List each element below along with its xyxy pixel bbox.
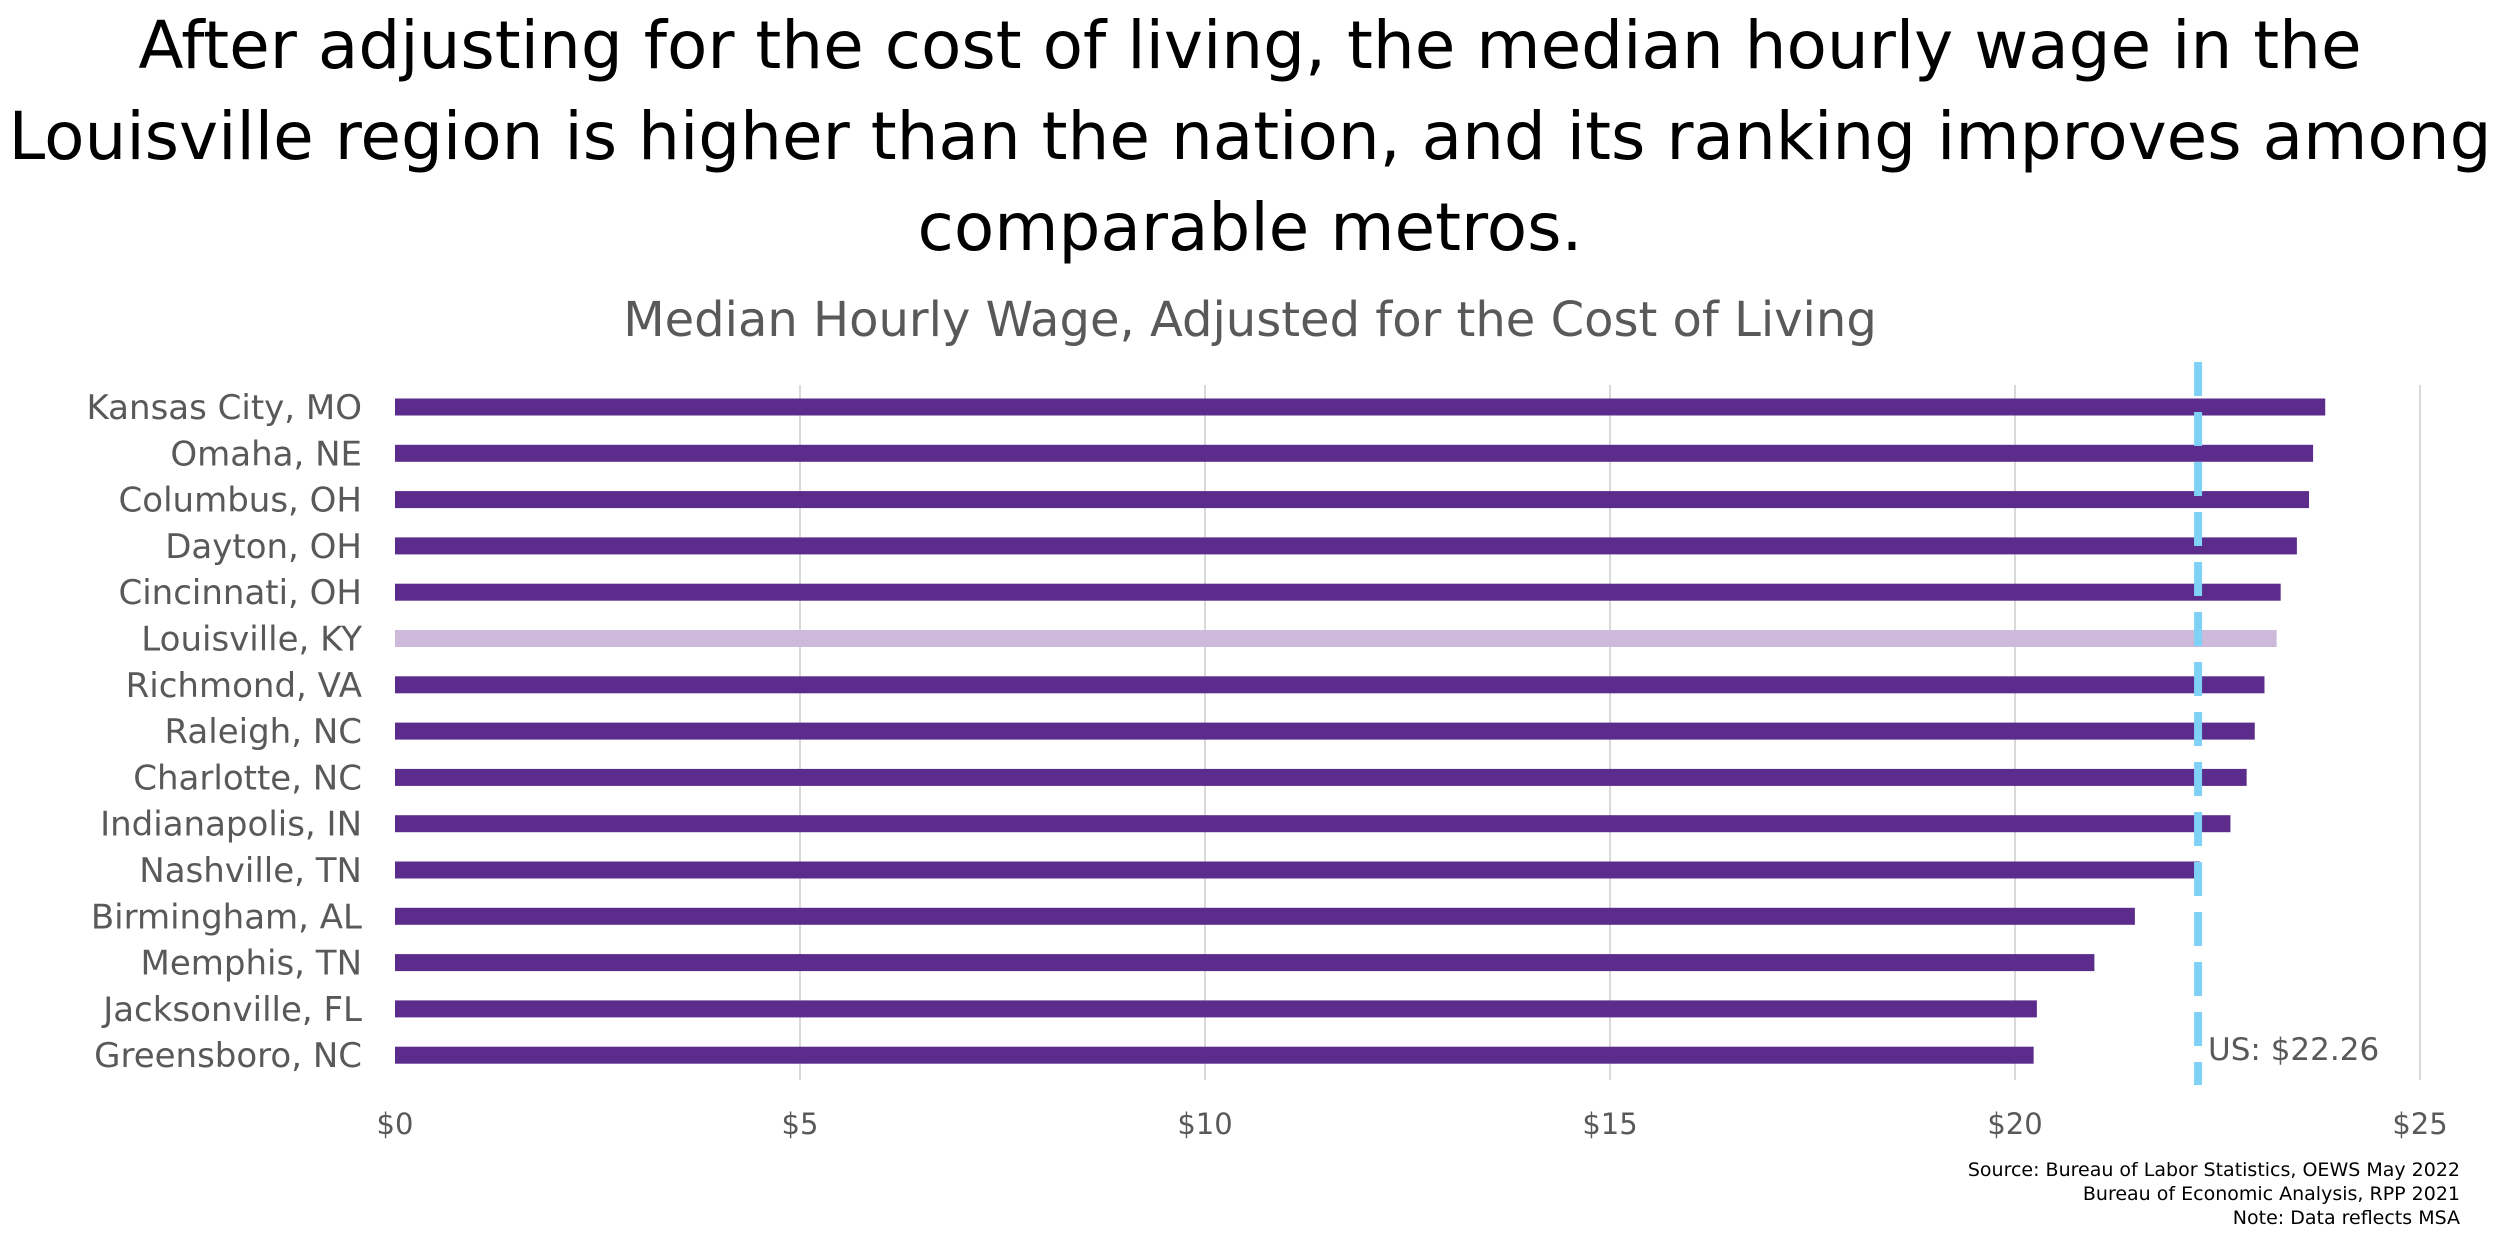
bar bbox=[395, 1000, 2037, 1018]
category-label: Nashville, TN bbox=[139, 851, 362, 891]
bar bbox=[395, 676, 2265, 694]
category-label: Memphis, TN bbox=[141, 944, 362, 984]
bar bbox=[395, 398, 2326, 416]
bar bbox=[395, 722, 2255, 740]
category-label: Omaha, NE bbox=[170, 434, 362, 474]
bar bbox=[395, 491, 2310, 509]
category-label: Columbus, OH bbox=[119, 481, 362, 521]
bar bbox=[395, 583, 2281, 601]
source-line: Source: Bureau of Labor Statistics, OEWS… bbox=[1967, 1159, 2460, 1181]
bar-highlight bbox=[395, 630, 2277, 647]
headline: After adjusting for the cost of living, … bbox=[8, 7, 2492, 266]
chart-title: Median Hourly Wage, Adjusted for the Cos… bbox=[623, 292, 1877, 348]
x-tick-label: $0 bbox=[377, 1107, 414, 1141]
x-axis-tick-labels: $0 $5 $10 $15 $20 $25 bbox=[377, 1107, 2448, 1141]
bar bbox=[395, 907, 2135, 925]
us-reference-label: US: $22.26 bbox=[2208, 1032, 2379, 1068]
x-tick-label: $20 bbox=[1987, 1107, 2042, 1141]
bar bbox=[395, 861, 2200, 879]
bar bbox=[395, 768, 2247, 786]
x-tick-label: $15 bbox=[1582, 1107, 1637, 1141]
category-label: Greensboro, NC bbox=[94, 1036, 362, 1076]
bar bbox=[395, 1046, 2034, 1064]
category-label: Raleigh, NC bbox=[165, 712, 362, 752]
category-label: Cincinnati, OH bbox=[118, 573, 362, 613]
category-label: Kansas City, MO bbox=[86, 388, 362, 428]
category-label: Jacksonville, FL bbox=[101, 990, 362, 1030]
source-line: Note: Data reflects MSA bbox=[2232, 1207, 2460, 1229]
category-label: Birmingham, AL bbox=[91, 897, 362, 937]
x-tick-label: $5 bbox=[782, 1107, 819, 1141]
source-line: Bureau of Economic Analysis, RPP 2021 bbox=[2082, 1183, 2460, 1205]
category-label: Dayton, OH bbox=[165, 527, 362, 567]
source-notes: Source: Bureau of Labor Statistics, OEWS… bbox=[1968, 1158, 2460, 1230]
category-label: Indianapolis, IN bbox=[100, 805, 362, 845]
x-tick-label: $25 bbox=[2392, 1107, 2447, 1141]
category-label: Richmond, VA bbox=[126, 666, 362, 706]
category-label: Louisville, KY bbox=[141, 620, 362, 660]
bar bbox=[395, 537, 2297, 555]
x-tick-label: $10 bbox=[1177, 1107, 1232, 1141]
bar bbox=[395, 815, 2231, 833]
category-labels: Kansas City, MO Omaha, NE Columbus, OH Dayt… bbox=[86, 388, 362, 1076]
category-label: Charlotte, NC bbox=[133, 758, 362, 798]
bar bbox=[395, 444, 2314, 462]
reference-line-group: US: $22.26 bbox=[2194, 362, 2379, 1085]
bars bbox=[395, 398, 2326, 1064]
bar bbox=[395, 954, 2095, 972]
